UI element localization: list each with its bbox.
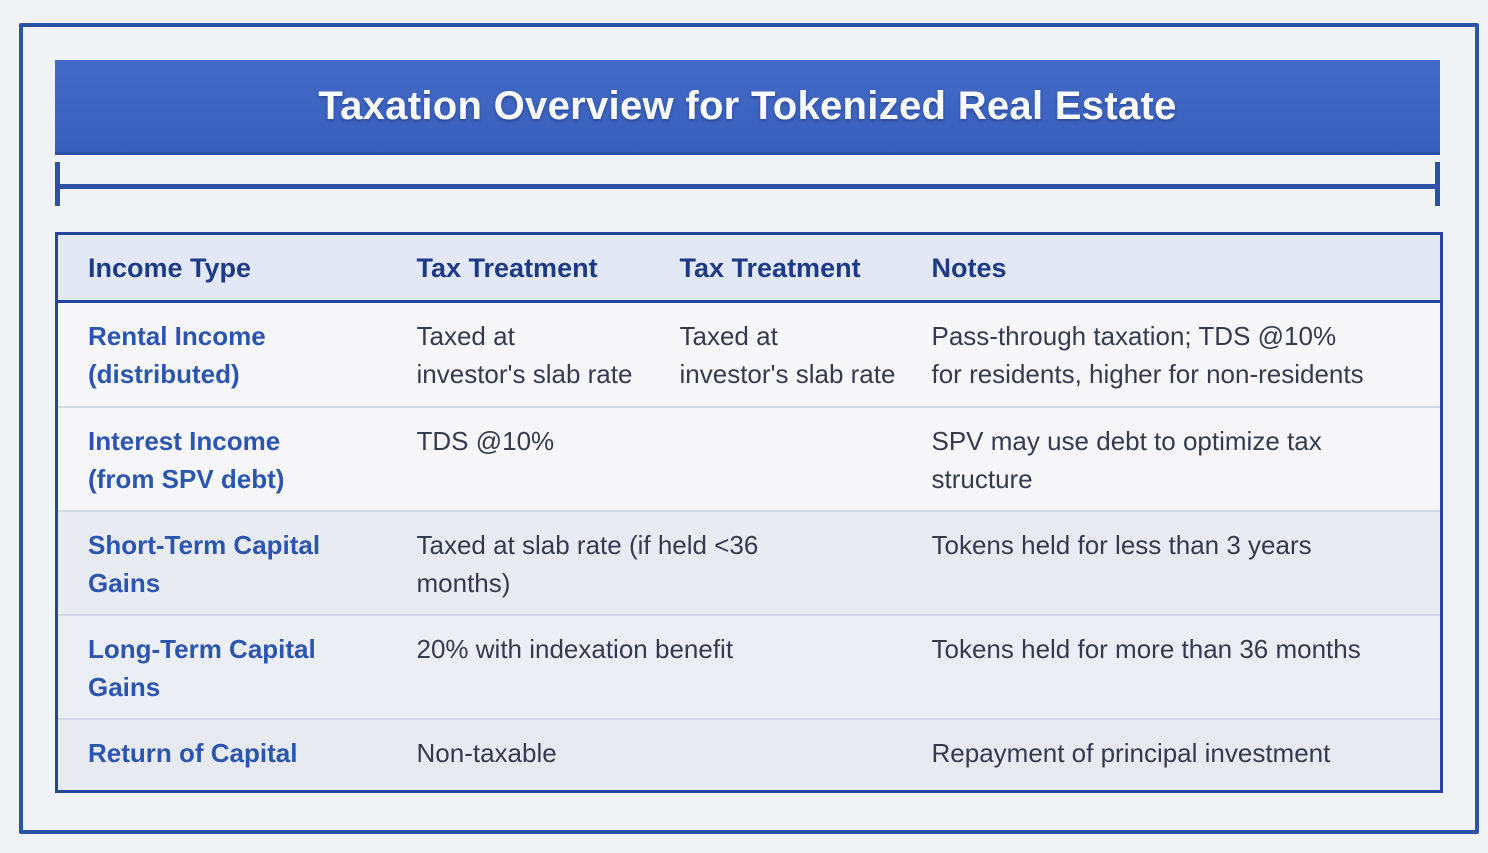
table-row-short-term-capital-gains: Short-Term Capital Gains Taxed at slab r…	[56, 510, 1442, 615]
column-header-tax-treatment-1: Tax Treatment	[416, 252, 598, 283]
tax-treatment-cell: TDS @10%	[416, 425, 555, 456]
column-header-notes: Notes	[931, 252, 1007, 283]
tax-treatment-cell: Non-taxable	[416, 737, 557, 768]
notes-cell: Repayment of principal investment	[931, 737, 1331, 768]
tax-treatment-cell: Taxed at slab rate (if held <36 months)	[416, 529, 759, 598]
table-row-return-of-capital: Return of Capital Non-taxable Repayment …	[56, 718, 1442, 792]
table-header-row: Income Type Tax Treatment Tax Treatment …	[56, 233, 1442, 302]
tax-treatment-cell-1: Taxed at investor's slab rate	[416, 321, 633, 389]
income-type-cell: Long-Term Capital Gains	[88, 633, 316, 702]
table-row-interest-income: Interest Income (from SPV debt) TDS @10%…	[56, 406, 1442, 511]
notes-cell: SPV may use debt to optimize tax structu…	[931, 425, 1322, 494]
separator-endcap-left	[55, 162, 60, 206]
notes-cell: Tokens held for less than 3 years	[931, 529, 1312, 560]
table-row-long-term-capital-gains: Long-Term Capital Gains 20% with indexat…	[56, 614, 1442, 719]
income-type-cell: Return of Capital	[88, 737, 298, 768]
column-header-tax-treatment-2: Tax Treatment	[679, 252, 861, 283]
separator-endcap-right	[1435, 162, 1440, 206]
title-banner: Taxation Overview for Tokenized Real Est…	[55, 60, 1440, 155]
page-title: Taxation Overview for Tokenized Real Est…	[318, 83, 1177, 128]
tax-treatment-cell-2: Taxed at investor's slab rate	[679, 321, 896, 389]
page-frame	[19, 23, 1479, 834]
table-row-rental-income: Rental Income (distributed) Taxed at inv…	[56, 301, 1442, 407]
income-type-cell: Interest Income (from SPV debt)	[88, 425, 285, 494]
column-header-income-type: Income Type	[88, 252, 252, 283]
notes-cell: Tokens held for more than 36 months	[931, 633, 1361, 664]
separator-line	[55, 184, 1440, 189]
taxation-table: Income Type Tax Treatment Tax Treatment …	[55, 232, 1443, 793]
income-type-cell: Rental Income (distributed)	[88, 321, 266, 389]
notes-cell: Pass-through taxation; TDS @10% for resi…	[931, 321, 1364, 389]
tax-treatment-cell: 20% with indexation benefit	[416, 633, 734, 664]
income-type-cell: Short-Term Capital Gains	[88, 529, 321, 598]
